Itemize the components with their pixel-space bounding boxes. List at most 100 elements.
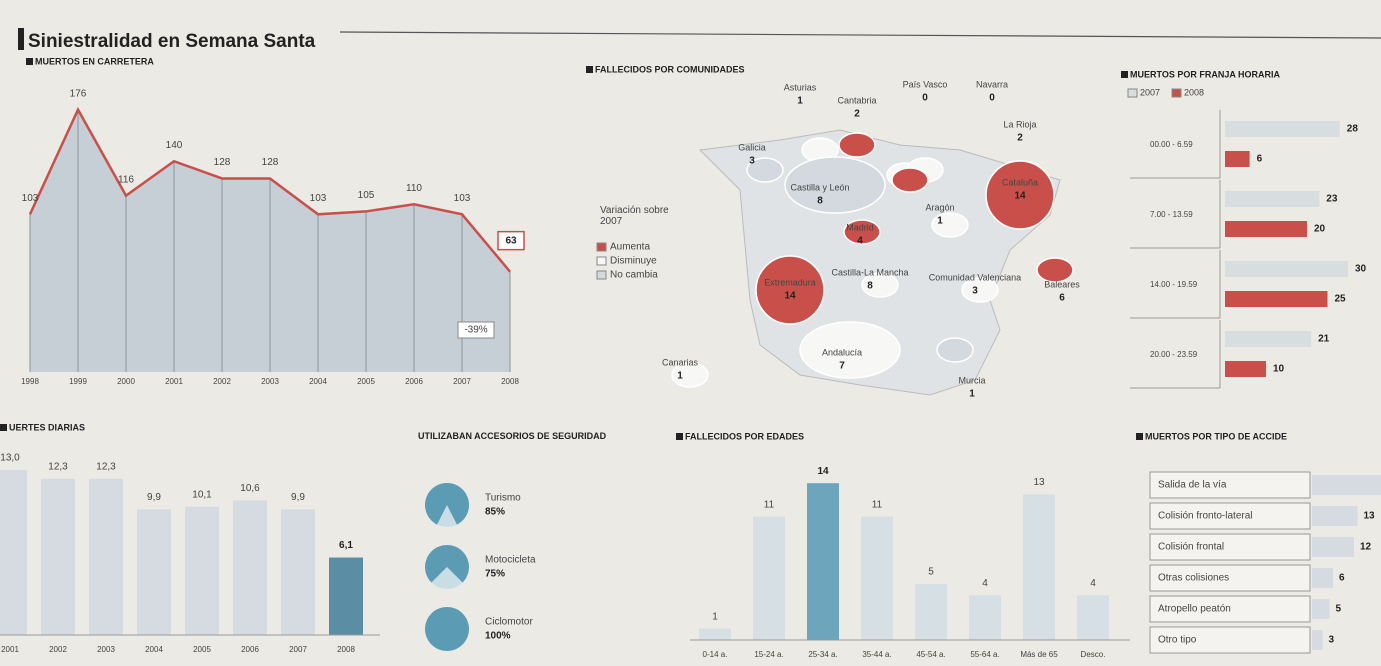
legend-swatch bbox=[597, 257, 606, 265]
rule bbox=[340, 32, 1381, 38]
region-value: 3 bbox=[972, 286, 978, 297]
value-label: 63 bbox=[505, 235, 517, 246]
x-tick-label: 2006 bbox=[241, 645, 259, 654]
legend-label: No cambia bbox=[610, 270, 658, 281]
x-tick-label: 2002 bbox=[49, 645, 67, 654]
region-name: Galicia bbox=[738, 142, 766, 152]
region-name: Asturias bbox=[784, 82, 817, 92]
bar bbox=[1312, 475, 1381, 495]
region-value: 1 bbox=[969, 389, 975, 400]
chart-subtitle: FALLECIDOS POR COMUNIDADES bbox=[595, 64, 745, 74]
category-label: Colisión fronto-lateral bbox=[1158, 511, 1253, 522]
x-tick-label: 2000 bbox=[117, 377, 135, 386]
chart-subtitle: MUERTOS POR FRANJA HORARIA bbox=[1130, 69, 1281, 79]
bar bbox=[1312, 506, 1358, 526]
value-label: 12,3 bbox=[96, 461, 116, 472]
bar bbox=[1077, 595, 1109, 640]
region-name: Andalucía bbox=[822, 347, 862, 357]
value-label: 12,3 bbox=[48, 461, 68, 472]
bar bbox=[281, 509, 315, 635]
sub-square bbox=[676, 433, 683, 440]
value-label: 21 bbox=[1318, 334, 1330, 345]
region-value: 8 bbox=[817, 196, 823, 207]
annotation: -39% bbox=[464, 325, 487, 336]
x-tick-label: 35-44 a. bbox=[862, 650, 891, 659]
region-value: 7 bbox=[839, 361, 845, 372]
value-label: 11 bbox=[872, 499, 883, 510]
region bbox=[937, 338, 973, 362]
region-name: Extremadura bbox=[764, 277, 816, 287]
pie-label: Turismo bbox=[485, 493, 521, 504]
x-tick-label: 1998 bbox=[21, 377, 39, 386]
value-label: 105 bbox=[358, 190, 375, 201]
category-label: Atropello peatón bbox=[1158, 604, 1231, 615]
x-tick-label: 2003 bbox=[97, 645, 115, 654]
bar bbox=[1312, 599, 1330, 619]
region-value: 0 bbox=[922, 93, 928, 104]
x-tick-label: 2007 bbox=[289, 645, 307, 654]
legend-label: Aumenta bbox=[610, 242, 650, 253]
legend-label: Disminuye bbox=[610, 256, 657, 267]
legend-swatch bbox=[1128, 89, 1137, 97]
legend-swatch bbox=[597, 243, 606, 251]
region-name: Castilla-La Mancha bbox=[831, 267, 908, 277]
bar bbox=[1225, 261, 1348, 277]
x-tick-label: 0-14 a. bbox=[703, 650, 728, 659]
value-label: 128 bbox=[214, 157, 231, 168]
value-label: 1 bbox=[712, 611, 718, 622]
region-name: Cataluña bbox=[1002, 177, 1038, 187]
chart-subtitle: MUERTOS EN CARRETERA bbox=[35, 56, 154, 66]
x-tick-label: 2008 bbox=[337, 645, 355, 654]
x-tick-label: 2005 bbox=[357, 377, 375, 386]
region-name: Navarra bbox=[976, 79, 1008, 89]
category-label: Salida de la vía bbox=[1158, 480, 1227, 491]
bar bbox=[1225, 361, 1266, 377]
x-tick-label: 2005 bbox=[193, 645, 211, 654]
bar bbox=[185, 507, 219, 635]
region-name: Aragón bbox=[925, 202, 954, 212]
region-value: 1 bbox=[937, 216, 943, 227]
value-label: 13,0 bbox=[0, 453, 20, 464]
pie-value: 75% bbox=[485, 569, 505, 580]
sub-square bbox=[1136, 433, 1143, 440]
chart-subtitle: MUERTOS POR TIPO DE ACCIDE bbox=[1145, 431, 1287, 441]
region-value: 2 bbox=[1017, 133, 1023, 144]
x-tick-label: 1999 bbox=[69, 377, 87, 386]
value-label: 30 bbox=[1355, 264, 1367, 275]
bar bbox=[1225, 331, 1311, 347]
category-label: Otro tipo bbox=[1158, 635, 1197, 646]
region-value: 4 bbox=[857, 236, 863, 247]
region-value: 8 bbox=[867, 281, 873, 292]
value-label: 11 bbox=[764, 499, 775, 510]
category-label: Otras colisiones bbox=[1158, 573, 1229, 584]
bar bbox=[89, 479, 123, 635]
value-label: 13 bbox=[1033, 477, 1045, 488]
value-label: 23 bbox=[1326, 194, 1338, 205]
bar bbox=[1225, 221, 1307, 237]
bar bbox=[1225, 191, 1319, 207]
bar bbox=[1225, 151, 1250, 167]
value-label: 103 bbox=[22, 193, 39, 204]
x-tick-label: 2001 bbox=[165, 377, 183, 386]
region-name: Cantabria bbox=[837, 95, 876, 105]
bar bbox=[329, 558, 363, 635]
region-name: Madrid bbox=[846, 222, 874, 232]
x-tick-label: Desco. bbox=[1081, 650, 1106, 659]
bar bbox=[699, 629, 731, 640]
sub-square bbox=[1121, 71, 1128, 78]
value-label: 10,6 bbox=[240, 483, 260, 494]
region-name: Baleares bbox=[1044, 279, 1080, 289]
bar bbox=[861, 517, 893, 640]
pie-label: Ciclomotor bbox=[485, 617, 533, 628]
x-tick-label: 2004 bbox=[309, 377, 327, 386]
x-tick-label: Más de 65 bbox=[1020, 650, 1058, 659]
bar bbox=[807, 483, 839, 640]
region-name: Castilla y León bbox=[790, 182, 849, 192]
chart-subtitle: FALLECIDOS POR EDADES bbox=[685, 431, 804, 441]
value-label: 28 bbox=[1347, 124, 1359, 135]
value-label: 13 bbox=[1364, 511, 1376, 522]
value-label: 103 bbox=[310, 193, 327, 204]
bar bbox=[137, 509, 171, 635]
value-label: 25 bbox=[1335, 294, 1347, 305]
sub-square bbox=[0, 424, 7, 431]
